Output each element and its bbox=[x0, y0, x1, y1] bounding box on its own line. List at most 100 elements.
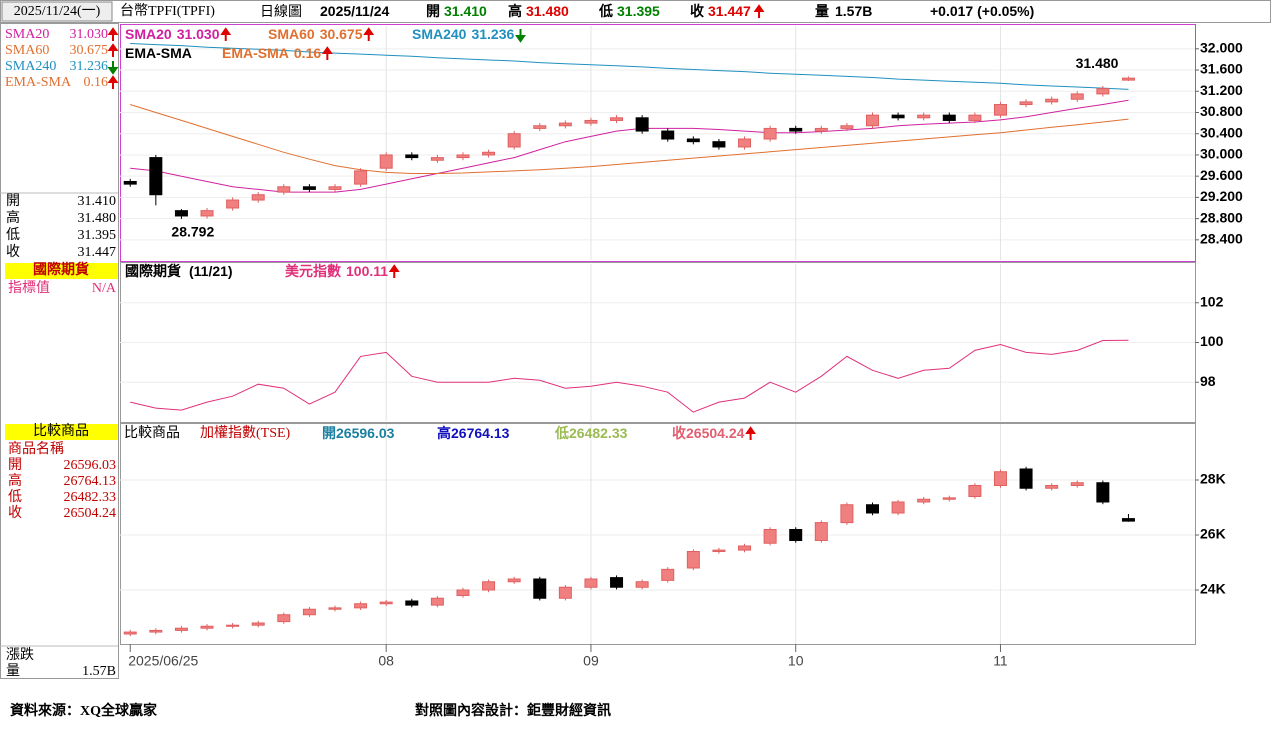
candle-body bbox=[866, 114, 879, 127]
trend-arrow bbox=[321, 46, 333, 60]
candle-body bbox=[840, 504, 854, 524]
annotation: 28.792 bbox=[171, 224, 214, 240]
header-ohlc-part: 31.395 bbox=[617, 3, 660, 19]
candle-body bbox=[456, 589, 470, 596]
header-ohlc-part: 開 bbox=[426, 3, 440, 19]
panel-frame bbox=[120, 24, 1196, 262]
sidebar-name: SMA240 bbox=[5, 59, 56, 74]
legend-entry-part: EMA-SMA bbox=[125, 45, 192, 61]
sidebar-name: 收 bbox=[8, 505, 22, 521]
y-tick-label: 28.800 bbox=[1200, 209, 1243, 225]
candle-body bbox=[942, 497, 956, 500]
sidebar-value: 31.447 bbox=[78, 245, 117, 260]
candle-body bbox=[533, 578, 547, 599]
candle-body bbox=[430, 597, 444, 606]
y-tick-label: 24K bbox=[1200, 581, 1226, 597]
y-tick-label: 102 bbox=[1200, 293, 1224, 309]
y-tick-label: 31.600 bbox=[1200, 61, 1243, 77]
symbol-part: 台幣TPFI(TPFI) bbox=[120, 3, 215, 19]
trend-arrow bbox=[107, 75, 119, 89]
candle-body bbox=[712, 141, 726, 148]
candle-body bbox=[738, 545, 752, 551]
header-ohlc-part: 低 bbox=[598, 3, 613, 19]
candle-body bbox=[738, 138, 752, 148]
sidebar-name: 高 bbox=[6, 209, 20, 226]
candle-body bbox=[277, 186, 291, 193]
candle-body bbox=[354, 603, 368, 609]
candle-body bbox=[328, 186, 342, 190]
panel-frame bbox=[120, 423, 1196, 645]
candle-body bbox=[1121, 77, 1135, 81]
legend-entry-part: EMA-SMA bbox=[222, 45, 289, 61]
candle-body bbox=[558, 586, 572, 599]
header-volume: 量 1.57B bbox=[815, 3, 872, 19]
legend-entry: SMA240 31.236 bbox=[412, 26, 515, 42]
footer-text: 資料來源：XQ全球贏家 bbox=[10, 702, 158, 719]
sidebar-name: 漲跌 bbox=[6, 647, 34, 663]
header-ohlc: 收 31.447 bbox=[690, 3, 751, 19]
line-series bbox=[130, 99, 1129, 193]
candle-body bbox=[661, 568, 675, 581]
candle-body bbox=[200, 625, 214, 629]
candle-body bbox=[1096, 482, 1110, 503]
x-tick-label: 11 bbox=[993, 653, 1008, 669]
date-box bbox=[1, 1, 113, 22]
candle-body bbox=[1019, 101, 1033, 106]
sidebar-section-bar bbox=[5, 424, 118, 440]
legend-entry: 收26504.24 bbox=[672, 425, 745, 441]
candle-body bbox=[942, 114, 956, 121]
legend-entry-part: 美元指數 bbox=[285, 263, 341, 279]
candle-body bbox=[379, 154, 393, 169]
y-tick-label: 30.800 bbox=[1200, 103, 1243, 119]
legend-entry-part: SMA240 bbox=[412, 26, 467, 42]
legend-entry-part: SMA60 bbox=[268, 26, 315, 42]
legend-entry-part: 0.16 bbox=[294, 45, 321, 61]
candle-body bbox=[302, 608, 316, 616]
candle-body bbox=[1121, 518, 1135, 522]
sidebar-value: 26482.33 bbox=[64, 490, 117, 505]
date-box-text-part: 2025/11/24(一) bbox=[14, 4, 101, 19]
sidebar-name: 開 bbox=[6, 194, 20, 209]
sidebar-title: 國際期貨 bbox=[33, 261, 89, 278]
y-tick-label: 98 bbox=[1200, 373, 1216, 389]
date-part: 2025/11/24 bbox=[320, 3, 390, 19]
period-part: 日線圖 bbox=[260, 3, 302, 19]
header-change: +0.017 (+0.05%) bbox=[930, 3, 1034, 19]
legend-entry: 高26764.13 bbox=[437, 425, 510, 441]
candle-body bbox=[763, 528, 777, 544]
legend-entry-part: 31.030 bbox=[177, 26, 220, 42]
candle-body bbox=[379, 601, 393, 605]
legend-entry: 低26482.33 bbox=[554, 425, 628, 441]
y-tick-label: 30.000 bbox=[1200, 146, 1243, 162]
legend-entry-part: 100.11 bbox=[346, 263, 388, 279]
legend-entry-part: 國際期貨 bbox=[125, 263, 181, 279]
header-ohlc-part: 31.480 bbox=[526, 3, 569, 19]
y-tick-label: 30.400 bbox=[1200, 124, 1243, 140]
sidebar-value: 31.030 bbox=[70, 27, 109, 42]
y-tick-label: 32.000 bbox=[1200, 40, 1243, 56]
sidebar-value: 26596.03 bbox=[64, 458, 117, 473]
x-tick-label: 08 bbox=[378, 653, 394, 669]
candle-body bbox=[1045, 98, 1059, 103]
legend-entry-part: (11/21) bbox=[189, 263, 233, 279]
header-ohlc: 高 31.480 bbox=[508, 3, 569, 19]
legend-entry-part: 低 bbox=[554, 425, 569, 441]
y-tick-label: 29.600 bbox=[1200, 167, 1243, 183]
candle-body bbox=[840, 125, 854, 129]
candle-body bbox=[686, 550, 700, 569]
footer-text: 對照圖內容設計：鉅豐財經資訊 bbox=[415, 702, 611, 719]
candle-body bbox=[226, 624, 240, 627]
header-ohlc-part: 31.410 bbox=[444, 3, 487, 19]
legend-entry: 加權指數(TSE) bbox=[200, 425, 291, 441]
sidebar-name: 開 bbox=[8, 458, 22, 473]
candle-body bbox=[891, 114, 905, 119]
sidebar-value: 0.16 bbox=[84, 75, 109, 90]
sidebar-name: 收 bbox=[6, 244, 20, 260]
footer-area bbox=[0, 679, 1271, 741]
candle-body bbox=[277, 614, 291, 623]
header-ohlc: 低 31.395 bbox=[598, 3, 660, 19]
sidebar-value: 26764.13 bbox=[64, 474, 117, 489]
candle-body bbox=[456, 154, 470, 159]
candle-body bbox=[917, 498, 931, 503]
